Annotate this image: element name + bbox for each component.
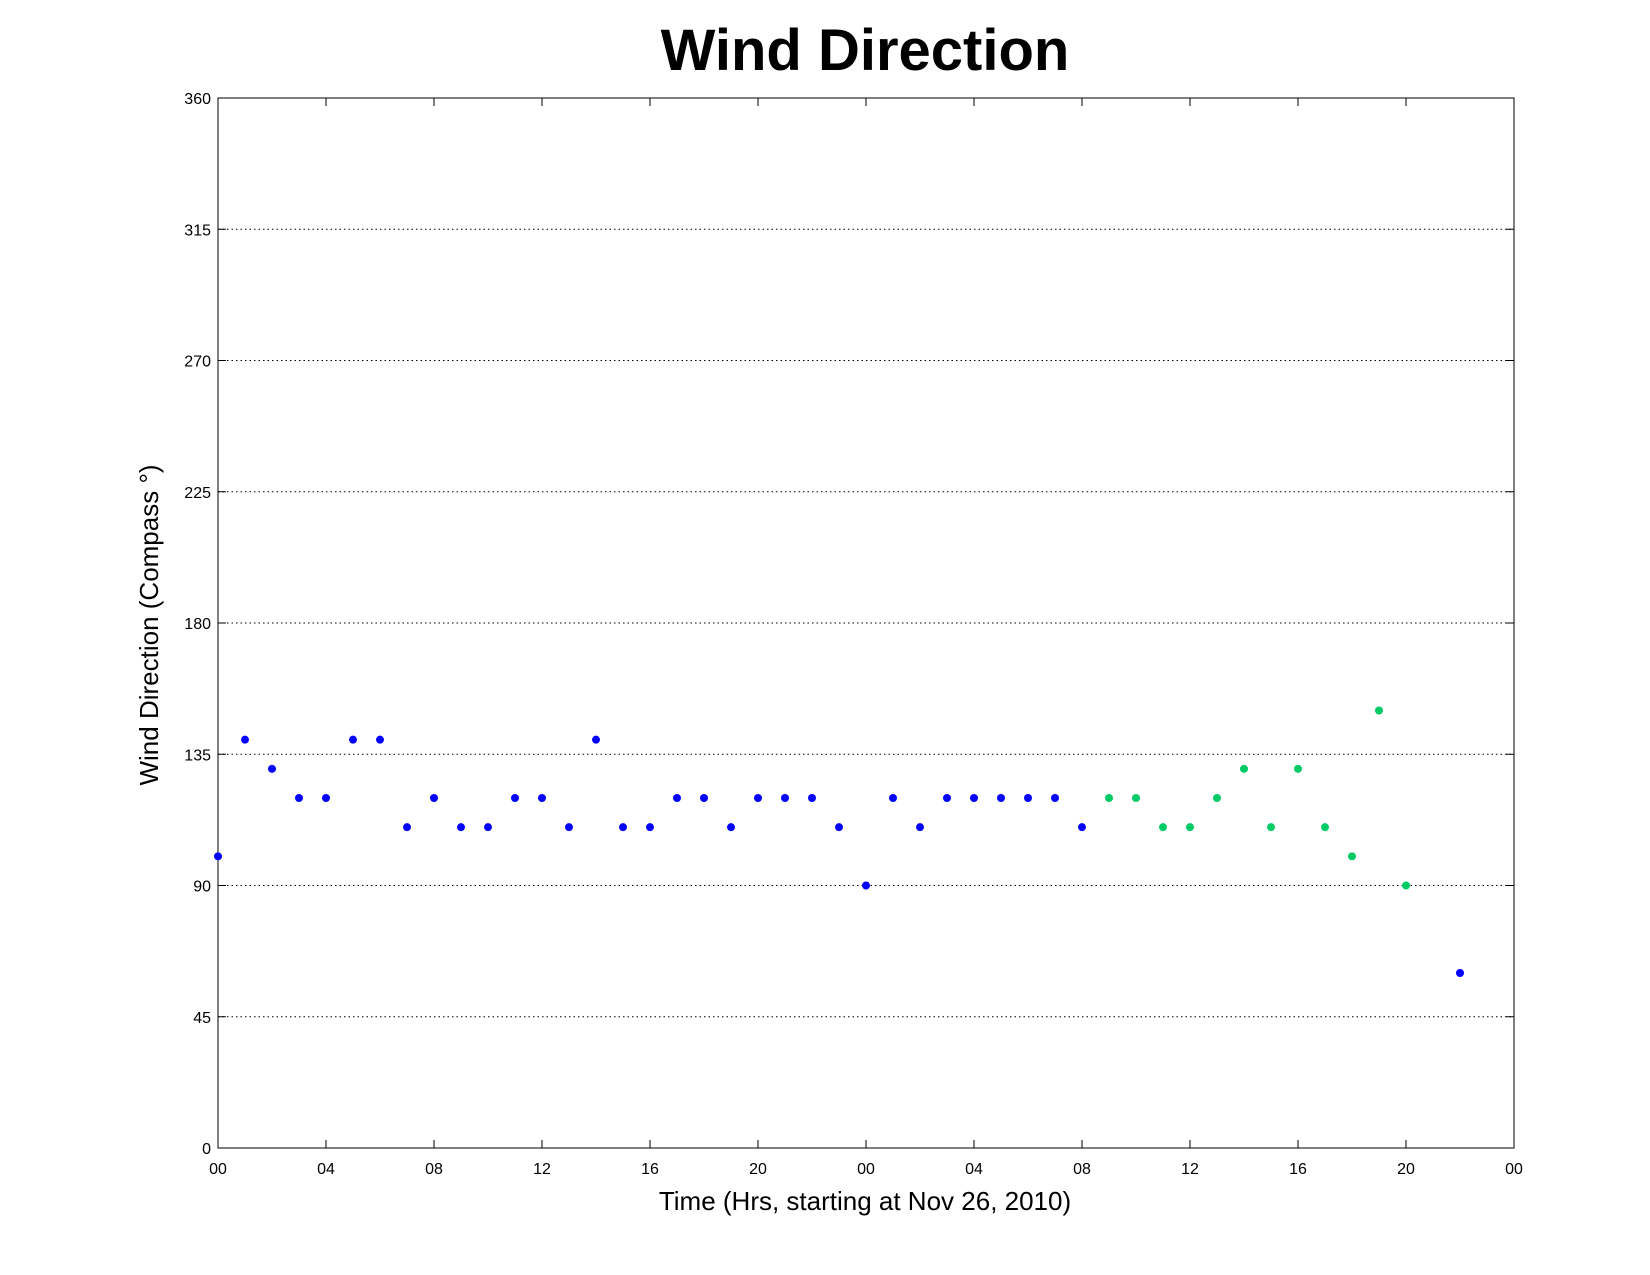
data-point <box>268 764 276 773</box>
y-tick-label: 45 <box>193 1010 211 1027</box>
y-tick-label: 315 <box>184 222 211 239</box>
x-tick-label: 04 <box>317 1161 335 1178</box>
data-point <box>241 735 249 744</box>
data-point <box>781 794 789 802</box>
x-tick-label: 00 <box>209 1161 227 1178</box>
data-point <box>1024 794 1032 802</box>
y-tick-label: 0 <box>202 1141 211 1158</box>
data-point <box>565 823 573 832</box>
x-tick-label: 16 <box>1289 1161 1307 1178</box>
y-tick-label: 360 <box>184 91 211 108</box>
data-point <box>1186 823 1194 832</box>
data-point <box>1240 764 1248 773</box>
data-point <box>511 794 519 802</box>
data-point <box>322 794 330 802</box>
data-point <box>1213 794 1221 802</box>
data-point <box>727 823 735 832</box>
data-point <box>997 794 1005 802</box>
y-tick-label: 180 <box>184 616 211 633</box>
x-tick-label: 08 <box>425 1161 443 1178</box>
data-point <box>619 823 627 832</box>
y-tick-label: 135 <box>184 747 211 764</box>
data-point <box>403 823 411 832</box>
x-tick-label: 12 <box>533 1161 551 1178</box>
data-point <box>1051 794 1059 802</box>
data-point <box>214 852 222 861</box>
data-point <box>673 794 681 802</box>
y-tick-label: 90 <box>193 879 211 896</box>
grid <box>218 228 1514 1018</box>
data-point <box>1267 823 1275 832</box>
x-tick-label: 04 <box>965 1161 983 1178</box>
data-point <box>1132 794 1140 802</box>
data-point <box>376 735 384 744</box>
data-point <box>1402 881 1410 890</box>
data-point <box>754 794 762 802</box>
data-point <box>484 823 492 832</box>
data-point <box>916 823 924 832</box>
data-point <box>1456 969 1464 977</box>
data-point <box>538 794 546 802</box>
data-point <box>1348 852 1356 861</box>
x-tick-label: 00 <box>857 1161 875 1178</box>
x-tick-label: 20 <box>749 1161 767 1178</box>
data-point <box>943 794 951 802</box>
data-point <box>889 794 897 802</box>
x-axis-label: Time (Hrs, starting at Nov 26, 2010) <box>659 1186 1071 1216</box>
x-tick-label: 00 <box>1505 1161 1523 1178</box>
series-0 <box>214 735 1464 977</box>
x-tick-label: 08 <box>1073 1161 1091 1178</box>
data-points <box>214 706 1464 977</box>
x-tick-label: 12 <box>1181 1161 1199 1178</box>
y-axis-label: Wind Direction (Compass °) <box>134 464 164 785</box>
x-tick-label: 16 <box>641 1161 659 1178</box>
data-point <box>700 794 708 802</box>
y-tick-label: 270 <box>184 354 211 371</box>
axis-ticks: 0 45 90 135 180 225 270 315 360 00 04 08 12 16 20 00 04 0… <box>184 91 1523 1178</box>
data-point <box>1375 706 1383 715</box>
data-point <box>457 823 465 832</box>
data-point <box>1321 823 1329 832</box>
data-point <box>592 735 600 744</box>
data-point <box>1078 823 1086 832</box>
data-point <box>970 794 978 802</box>
data-point <box>1159 823 1167 832</box>
y-tick-label: 225 <box>184 485 211 502</box>
data-point <box>646 823 654 832</box>
chart-title: Wind Direction <box>661 18 1070 83</box>
series-1 <box>1105 706 1410 890</box>
data-point <box>295 794 303 802</box>
data-point <box>808 794 816 802</box>
data-point <box>835 823 843 832</box>
data-point <box>1294 764 1302 773</box>
data-point <box>430 794 438 802</box>
data-point <box>349 735 357 744</box>
data-point <box>1105 794 1113 802</box>
x-tick-label: 20 <box>1397 1161 1415 1178</box>
data-point <box>862 881 870 890</box>
